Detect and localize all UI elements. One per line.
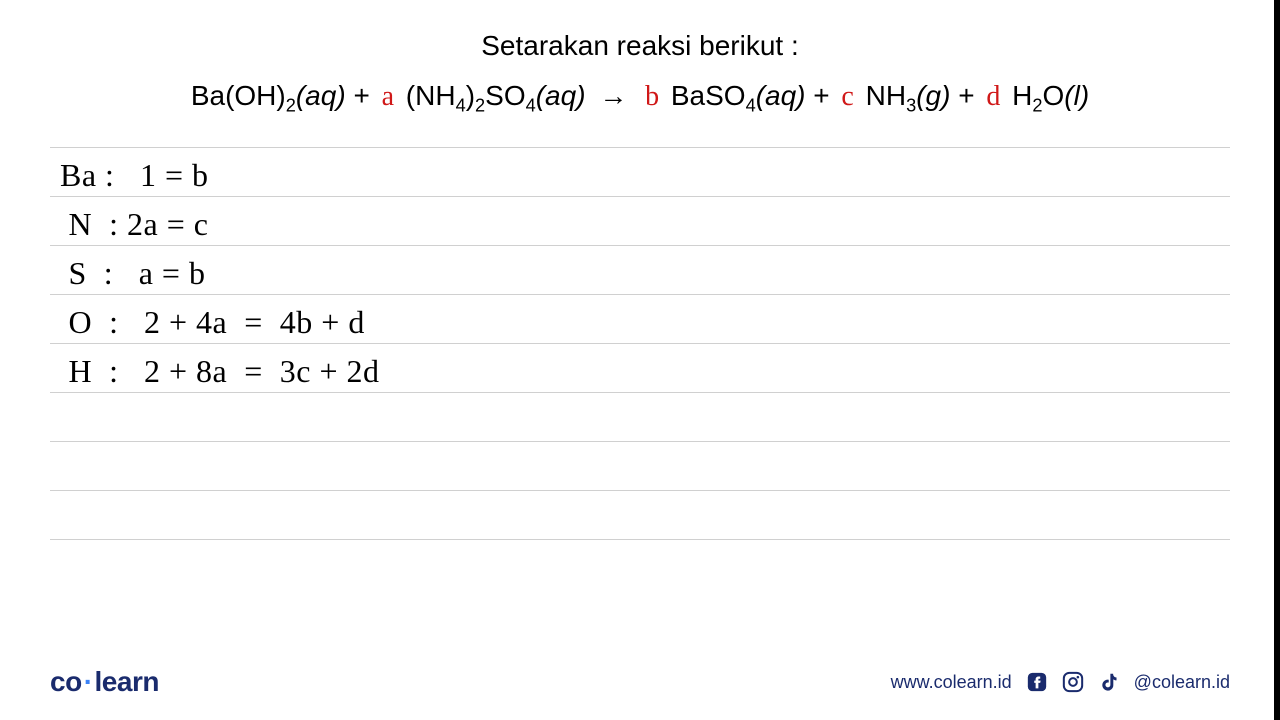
footer-handle: @colearn.id	[1134, 672, 1230, 693]
subscript: 2	[475, 96, 485, 116]
rhs-term-3b: O	[1043, 80, 1065, 111]
lhs-term-2b: )	[466, 80, 475, 111]
subscript: 3	[906, 96, 916, 116]
instagram-icon	[1062, 671, 1084, 693]
right-border	[1274, 0, 1280, 720]
subscript: 2	[1032, 96, 1042, 116]
subscript: 4	[526, 96, 536, 116]
ruled-line	[50, 442, 1230, 491]
rhs-term-3a: H	[1012, 80, 1032, 111]
ruled-line	[50, 393, 1230, 442]
facebook-icon	[1026, 671, 1048, 693]
ruled-line: S : a = b	[50, 246, 1230, 295]
plus: +	[958, 80, 982, 111]
ruled-paper: Ba : 1 = b N : 2a = c S : a = b O : 2 + …	[50, 147, 1230, 540]
coef-c: c	[841, 81, 853, 112]
footer-url: www.colearn.id	[891, 672, 1012, 693]
ruled-line: N : 2a = c	[50, 197, 1230, 246]
chemical-equation: Ba(OH)2(aq) + a (NH4)2SO4(aq) → b BaSO4(…	[50, 80, 1230, 117]
state: (g)	[916, 80, 950, 111]
lhs-term-2a: (NH	[406, 80, 456, 111]
tiktok-icon	[1098, 671, 1120, 693]
brand-logo: co·learn	[50, 666, 159, 698]
logo-dot-icon: ·	[84, 666, 93, 697]
lhs-term-2c: SO	[485, 80, 525, 111]
ruled-line: H : 2 + 8a = 3c + 2d	[50, 344, 1230, 393]
rhs-term-2: NH	[866, 80, 906, 111]
state: (aq)	[296, 80, 346, 111]
page-title: Setarakan reaksi berikut :	[50, 30, 1230, 62]
subscript: 2	[286, 96, 296, 116]
rhs-term-1: BaSO	[671, 80, 746, 111]
hand-line-h: H : 2 + 8a = 3c + 2d	[60, 353, 380, 390]
ruled-line: Ba : 1 = b	[50, 148, 1230, 197]
coef-b: b	[645, 81, 659, 112]
state: (aq)	[756, 80, 806, 111]
ruled-line: O : 2 + 4a = 4b + d	[50, 295, 1230, 344]
subscript: 4	[746, 96, 756, 116]
coef-a: a	[382, 81, 394, 112]
subscript: 4	[456, 96, 466, 116]
lhs-term-1: Ba(OH)	[191, 80, 286, 111]
state: (l)	[1064, 80, 1089, 111]
logo-learn: learn	[95, 666, 159, 697]
footer-right: www.colearn.id @colearn.id	[891, 671, 1230, 693]
state: (aq)	[536, 80, 586, 111]
hand-line-ba: Ba : 1 = b	[60, 157, 208, 194]
coef-d: d	[986, 81, 1000, 112]
hand-line-s: S : a = b	[60, 255, 205, 292]
arrow-icon: →	[599, 80, 635, 111]
ruled-line	[50, 491, 1230, 540]
logo-co: co	[50, 666, 82, 697]
hand-line-n: N : 2a = c	[60, 206, 208, 243]
hand-line-o: O : 2 + 4a = 4b + d	[60, 304, 365, 341]
plus: +	[353, 80, 377, 111]
footer: co·learn www.colearn.id @colearn.id	[50, 666, 1230, 698]
plus: +	[813, 80, 837, 111]
